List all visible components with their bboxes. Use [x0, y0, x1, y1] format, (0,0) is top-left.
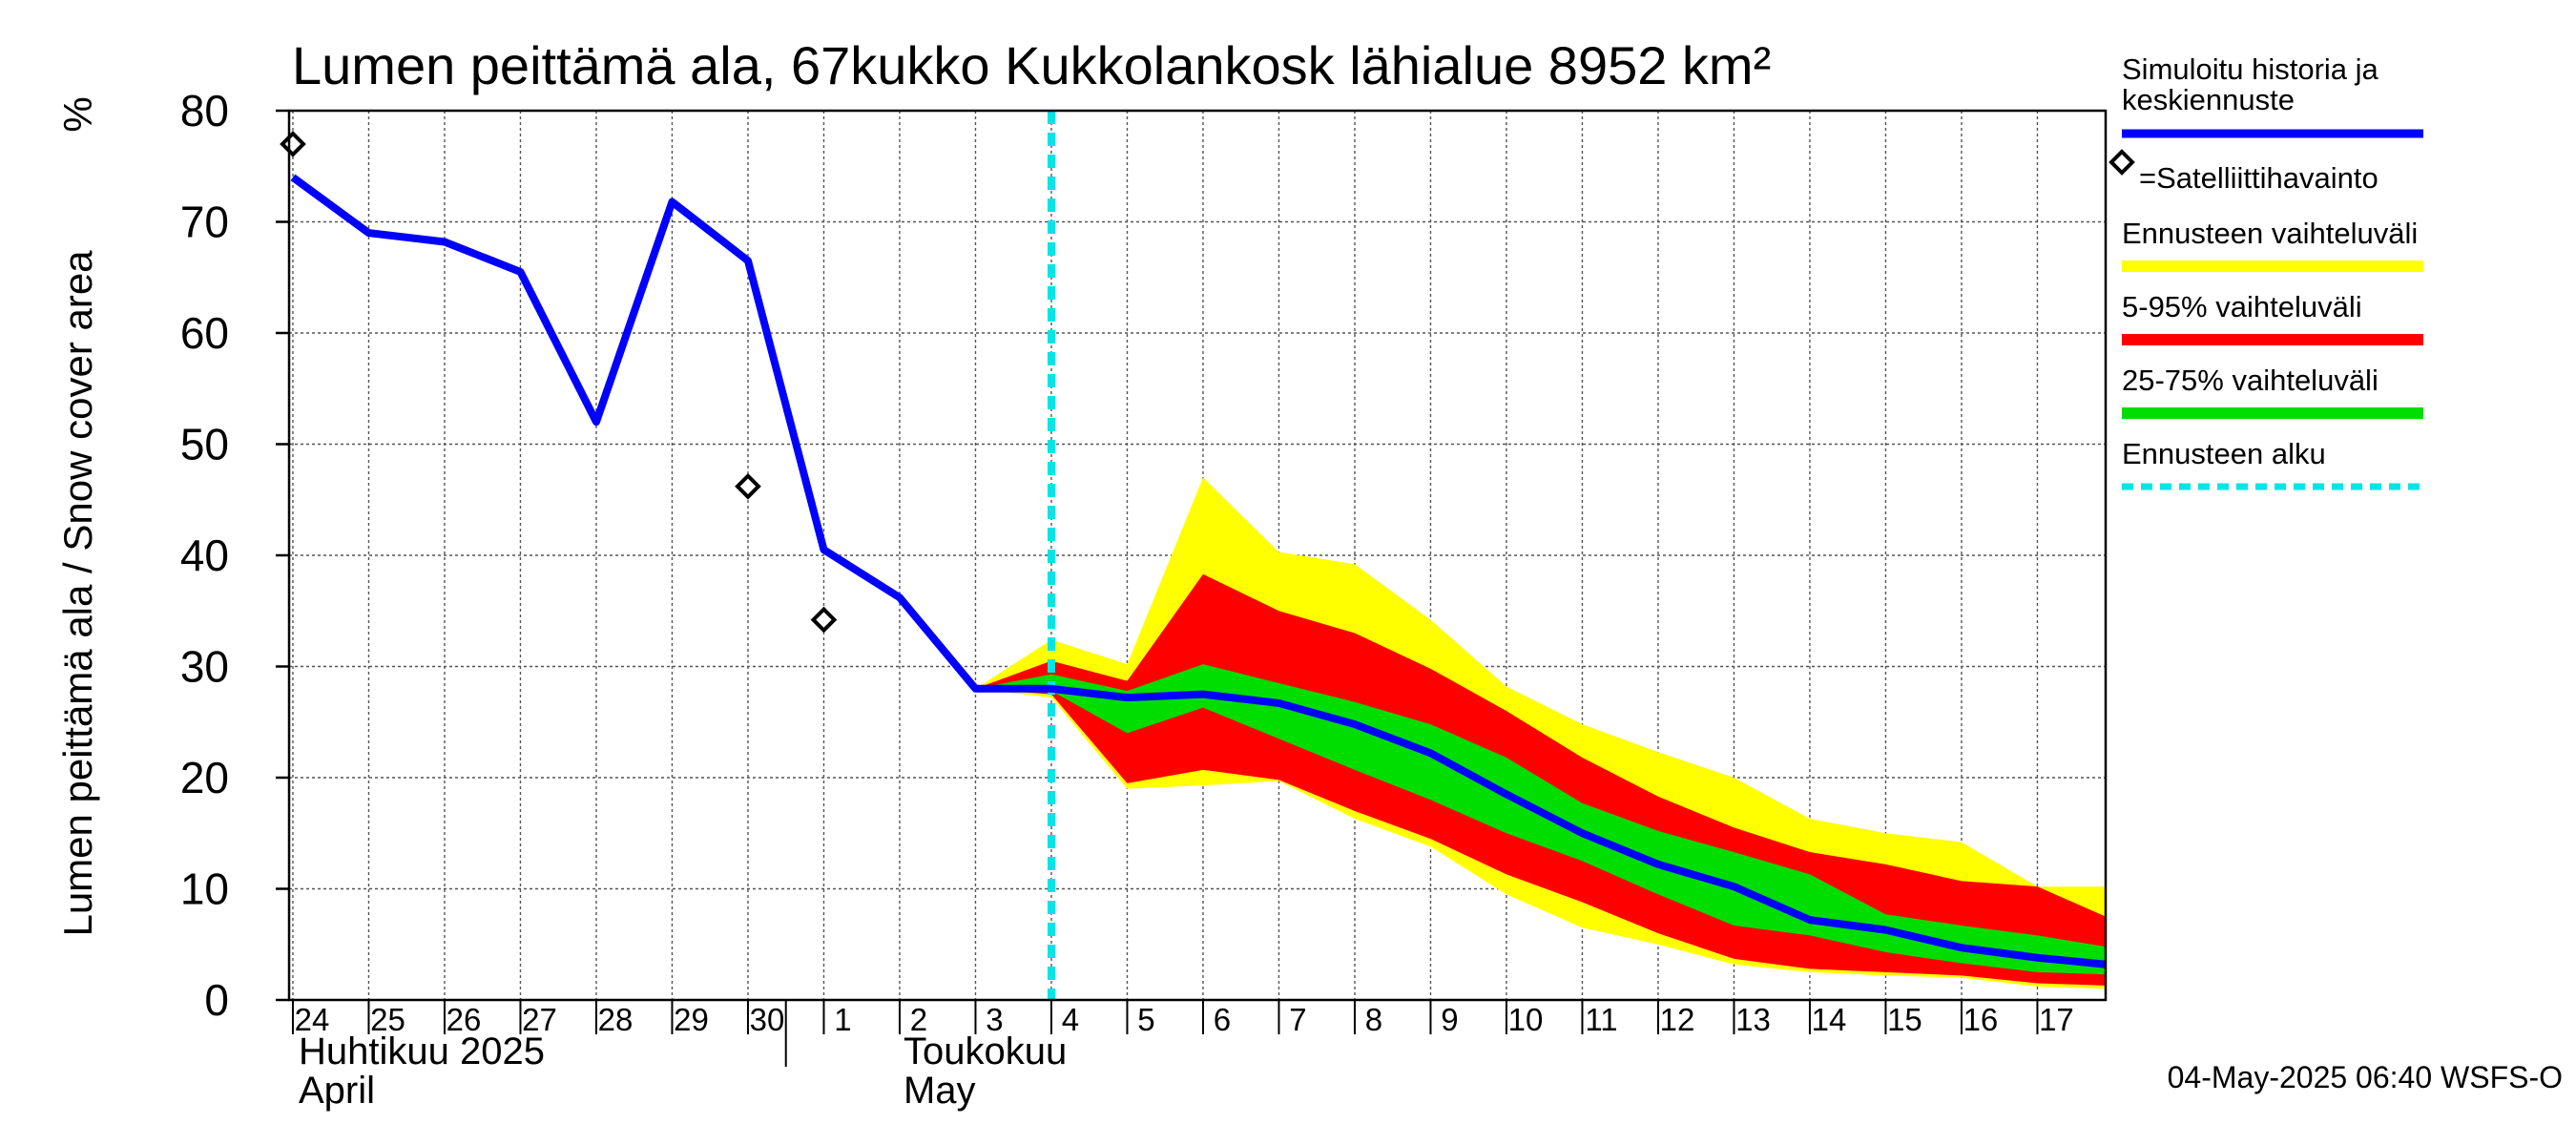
- legend-label-2: Ennusteen vaihteluväli: [2122, 217, 2418, 250]
- legend-label-3: 5-95% vaihteluväli: [2122, 290, 2362, 323]
- x-tick-label-13: 13: [1735, 1002, 1771, 1037]
- x-tick-label-5: 5: [1137, 1002, 1154, 1037]
- month-label-0-line2: April: [299, 1070, 375, 1112]
- y-tick-label-80: 80: [180, 86, 229, 135]
- x-tick-label-16: 16: [1963, 1002, 1999, 1037]
- forecast-bands: [975, 477, 2106, 989]
- y-tick-label-10: 10: [180, 864, 229, 914]
- x-tick-labels: 24 25 26 27 28 29 30 1 2 3 4 5 6 7 8 9 10 11 12 13 14 15 16 17: [295, 1002, 2074, 1037]
- x-tick-label-10: 10: [1508, 1002, 1544, 1037]
- satellite-marker-1: [735, 472, 761, 500]
- y-tick-label-30: 30: [180, 642, 229, 692]
- median-series-line: [290, 174, 2107, 968]
- y-tick-label-50: 50: [180, 420, 229, 469]
- timestamp-footer: 04-May-2025 06:40 WSFS-O: [2168, 1060, 2563, 1094]
- x-tick-label-28: 28: [598, 1002, 634, 1037]
- x-tick-label-3: 3: [986, 1002, 1003, 1037]
- legend-label-4: 25-75% vaihteluväli: [2122, 364, 2379, 397]
- x-tick-label-17: 17: [2039, 1002, 2074, 1037]
- satellite-marker-2: [810, 606, 838, 634]
- y-axis-label: Lumen peittämä ala / Snow cover area: [55, 250, 100, 937]
- x-tick-label-1: 1: [834, 1002, 851, 1037]
- satellite-markers: [280, 131, 838, 634]
- y-tick-label-40: 40: [180, 531, 229, 580]
- x-tick-label-2: 2: [910, 1002, 927, 1037]
- y-tick-label-70: 70: [180, 198, 229, 247]
- x-tick-label-7: 7: [1289, 1002, 1306, 1037]
- satellite-marker-0: [280, 131, 306, 157]
- x-tick-label-30: 30: [750, 1002, 785, 1037]
- legend-label-5: Ennusteen alku: [2122, 437, 2326, 470]
- x-tick-label-25: 25: [370, 1002, 405, 1037]
- legend-label-1: =Satelliittihavainto: [2139, 161, 2379, 195]
- x-tick-label-26: 26: [447, 1002, 482, 1037]
- x-tick-label-14: 14: [1812, 1002, 1847, 1037]
- legend-label-0-line1: Simuloitu historia ja: [2122, 52, 2379, 86]
- x-tick-label-9: 9: [1441, 1002, 1458, 1037]
- x-tick-label-4: 4: [1062, 1002, 1079, 1037]
- legend-marker-swatch: [2109, 149, 2135, 176]
- x-tick-label-8: 8: [1365, 1002, 1382, 1037]
- x-tick-label-24: 24: [295, 1002, 330, 1037]
- y-axis-unit: %: [55, 96, 100, 132]
- legend-label-0-line2: keskiennuste: [2122, 83, 2295, 116]
- band-area-2: [975, 664, 2106, 975]
- series-lines: [290, 174, 2107, 968]
- x-tick-label-11: 11: [1585, 1002, 1617, 1037]
- x-tick-label-15: 15: [1887, 1002, 1922, 1037]
- month-label-1-line1: Toukokuu: [904, 1030, 1067, 1072]
- y-tick-label-60: 60: [180, 308, 229, 358]
- x-tick-label-6: 6: [1214, 1002, 1231, 1037]
- y-tick-label-0: 0: [204, 975, 229, 1025]
- chart-title: Lumen peittämä ala, 67kukko Kukkolankosk…: [292, 35, 1771, 95]
- month-label-0-line1: Huhtikuu 2025: [299, 1030, 545, 1072]
- y-tick-labels: 0 10 20 30 40 50 60 70 80: [180, 86, 229, 1025]
- axes-frame: [276, 109, 2108, 1067]
- x-tick-label-29: 29: [674, 1002, 709, 1037]
- x-tick-label-12: 12: [1660, 1002, 1695, 1037]
- month-label-1-line2: May: [904, 1070, 976, 1112]
- x-tick-label-27: 27: [522, 1002, 557, 1037]
- y-tick-label-20: 20: [180, 753, 229, 802]
